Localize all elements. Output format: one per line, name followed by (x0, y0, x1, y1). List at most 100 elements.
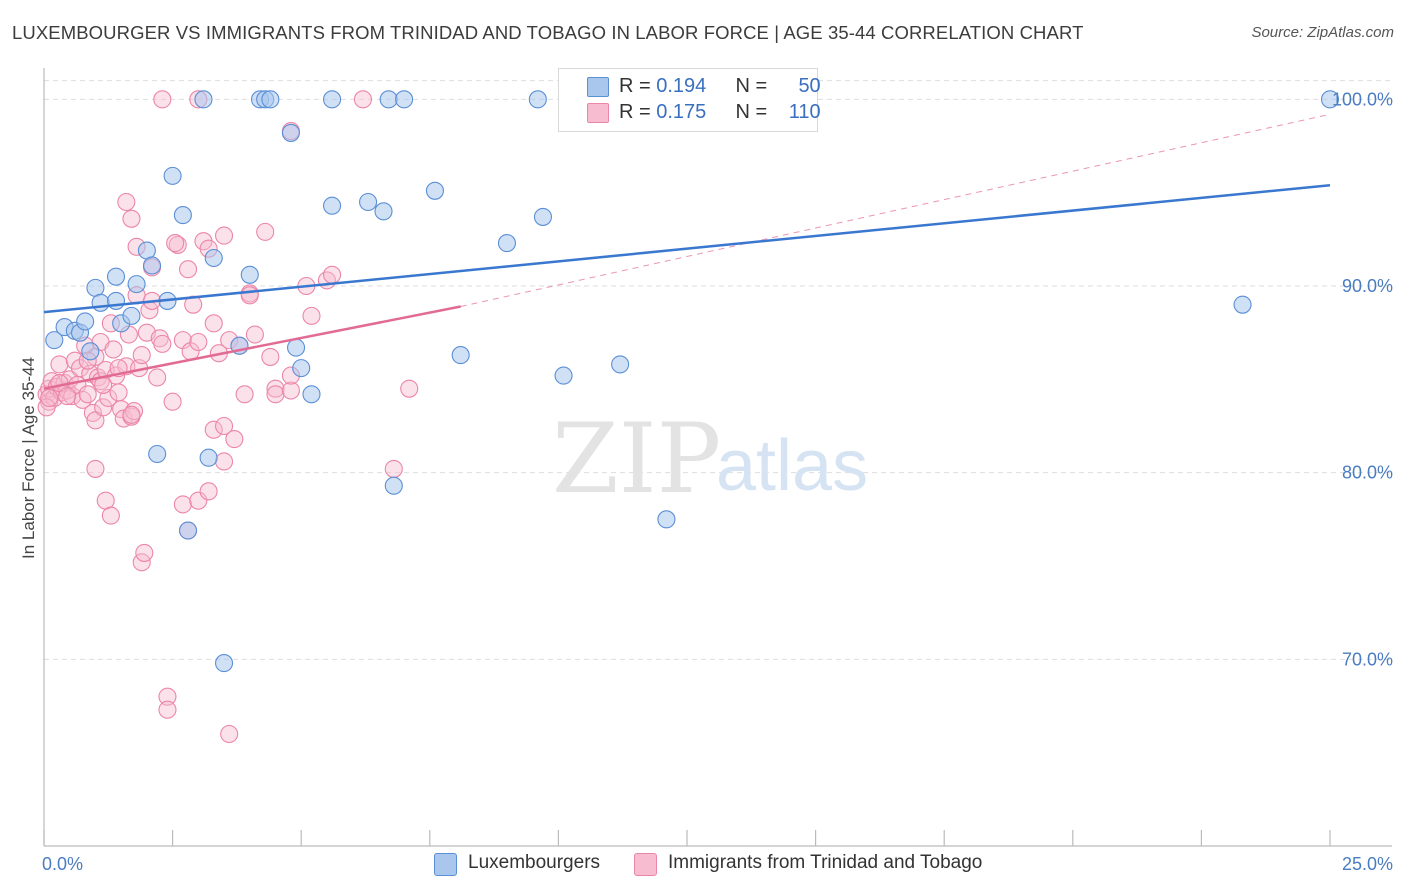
data-point-immigrants (117, 192, 136, 212)
data-point-immigrants (158, 700, 177, 719)
n-label: N = (735, 75, 773, 97)
legend-swatch-blue (587, 77, 609, 97)
legend-label: Luxembourgers (468, 852, 601, 873)
data-point-luxembourgers (81, 342, 100, 361)
data-point-luxembourgers (1233, 295, 1252, 314)
data-point-immigrants (178, 260, 198, 279)
data-point-immigrants (153, 334, 172, 353)
data-point-luxembourgers (199, 448, 218, 467)
data-point-luxembourgers (533, 207, 553, 226)
n-label: N = (735, 101, 773, 123)
grid-lines (44, 80, 1392, 660)
data-point-immigrants (86, 459, 105, 478)
data-point-immigrants (353, 90, 372, 109)
data-point-luxembourgers (148, 444, 167, 464)
data-point-immigrants (220, 724, 239, 744)
r-value: 0.194 (656, 75, 707, 97)
data-point-luxembourgers (1320, 90, 1340, 109)
trendline-immigrants-extrapolated (460, 113, 1331, 308)
data-point-immigrants (189, 491, 208, 510)
n-value: 110 (788, 101, 821, 123)
trend-lines (43, 113, 1331, 390)
legend-label: Immigrants from Trinidad and Tobago (668, 852, 983, 873)
data-point-immigrants (204, 314, 223, 333)
watermark-atlas: atlas (716, 426, 868, 506)
data-point-luxembourgers (374, 202, 393, 221)
data-point-immigrants (204, 420, 223, 439)
series-legend: Luxembourgers Immigrants from Trinidad a… (0, 852, 1406, 878)
r-label: R = (619, 75, 657, 97)
data-point-immigrants (323, 265, 342, 284)
x-tick-label: 25.0% (1342, 854, 1393, 874)
data-point-immigrants (101, 506, 120, 525)
data-point-luxembourgers (261, 90, 280, 109)
data-point-luxembourgers (240, 265, 259, 284)
data-point-luxembourgers (528, 90, 547, 109)
data-point-immigrants (266, 379, 285, 398)
data-point-luxembourgers (384, 476, 403, 495)
r-value: 0.175 (656, 101, 707, 123)
data-point-immigrants (400, 379, 419, 398)
data-point-luxembourgers (173, 206, 192, 225)
data-point-immigrants (50, 355, 69, 374)
stats-legend: R = 0.194 N = 50 R = 0.175 N = 110 (558, 68, 821, 132)
y-tick-label: 90.0% (1342, 276, 1393, 296)
data-point-luxembourgers (178, 521, 198, 540)
chart-title: LUXEMBOURGER VS IMMIGRANTS FROM TRINIDAD… (12, 22, 1084, 43)
data-point-luxembourgers (76, 312, 95, 331)
r-label: R = (619, 101, 657, 123)
data-point-luxembourgers (91, 293, 110, 312)
data-point-luxembourgers (425, 181, 444, 200)
data-point-luxembourgers (379, 90, 398, 109)
data-point-immigrants (245, 325, 264, 344)
data-point-immigrants (148, 368, 167, 387)
data-point-immigrants (58, 381, 77, 400)
data-point-luxembourgers (287, 338, 306, 357)
legend-swatch-pink (587, 103, 609, 123)
data-point-immigrants (63, 387, 82, 406)
data-point-immigrants (70, 359, 90, 378)
data-point-luxembourgers (127, 275, 146, 294)
data-point-luxembourgers (451, 346, 470, 365)
data-point-immigrants (94, 398, 113, 417)
series-luxembourgers (45, 90, 1340, 673)
legend-swatch-blue (434, 853, 457, 876)
y-tick-label: 70.0% (1342, 649, 1393, 669)
data-point-immigrants (153, 90, 172, 109)
n-value: 50 (798, 75, 821, 97)
data-point-luxembourgers (611, 355, 630, 374)
y-axis-label: In Labor Force | Age 35-44 (19, 357, 38, 559)
axes (43, 68, 1392, 847)
data-point-luxembourgers (292, 359, 311, 378)
data-point-luxembourgers (302, 385, 321, 404)
series-immigrants-trinidad-tobago (37, 90, 419, 744)
data-point-immigrants (168, 235, 187, 254)
data-point-immigrants (83, 403, 102, 422)
data-point-luxembourgers (194, 90, 213, 109)
x-tick-label: 0.0% (42, 854, 83, 874)
legend-swatch-pink (634, 853, 657, 876)
data-point-immigrants (122, 405, 141, 424)
data-point-immigrants (199, 482, 218, 501)
data-point-luxembourgers (142, 256, 162, 275)
data-point-immigrants (73, 390, 92, 409)
data-point-luxembourgers (359, 192, 378, 212)
data-point-luxembourgers (106, 291, 126, 310)
data-point-immigrants (158, 687, 177, 706)
data-point-immigrants (240, 286, 259, 305)
tick-labels: 70.0% 80.0% 90.0% 100.0% 0.0% 25.0% (42, 89, 1393, 874)
data-point-immigrants (109, 383, 128, 402)
data-point-immigrants (384, 459, 403, 478)
data-point-luxembourgers (554, 366, 573, 385)
data-point-immigrants (214, 416, 234, 436)
data-point-immigrants (104, 340, 123, 359)
data-point-immigrants (163, 392, 182, 411)
data-point-luxembourgers (122, 306, 141, 325)
trendline-immigrants (43, 305, 461, 390)
data-point-immigrants (225, 430, 244, 449)
data-point-immigrants (40, 388, 59, 408)
data-point-immigrants (281, 381, 300, 400)
data-point-immigrants (266, 385, 285, 404)
data-point-luxembourgers (281, 123, 300, 142)
